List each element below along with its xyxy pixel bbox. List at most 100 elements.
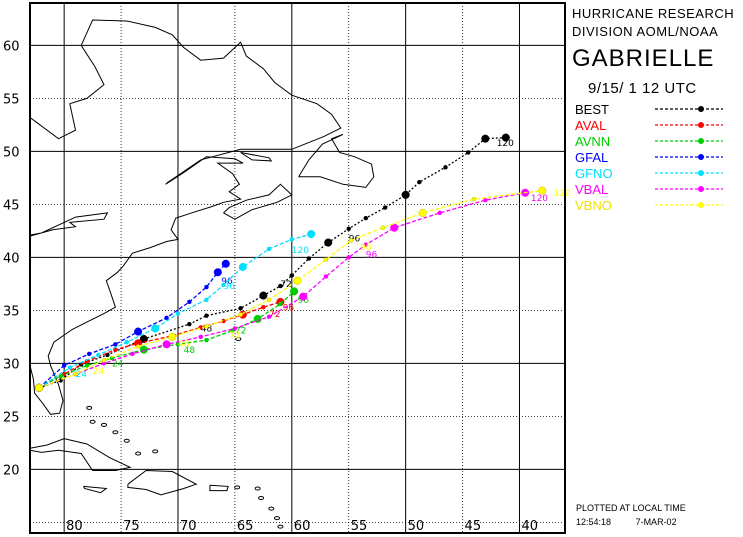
island <box>274 516 281 521</box>
track-line <box>38 233 312 389</box>
track-point <box>232 326 238 331</box>
legend-label: AVNN <box>575 134 611 149</box>
legend-label: GFNO <box>575 166 613 181</box>
forecast-hour-label: 24 <box>112 360 124 370</box>
forecast-hour-label: 72 <box>280 280 291 290</box>
track-point <box>363 215 369 221</box>
legend-swatch <box>655 170 723 176</box>
forecast-hour-label: 120 <box>531 194 548 204</box>
track-point <box>261 304 266 310</box>
legend-entry: GFAL <box>575 150 735 166</box>
legend-entry: VBNO <box>575 198 735 214</box>
track-point <box>290 287 299 296</box>
coastline <box>29 212 109 237</box>
track-point <box>204 284 209 290</box>
island <box>152 449 159 454</box>
legend-entry: AVAL <box>575 118 735 134</box>
track-point <box>293 276 302 285</box>
legend-label: VBAL <box>575 182 609 197</box>
forecast-hour-label: 120 <box>292 246 309 256</box>
legend-entry: AVNN <box>575 134 735 150</box>
track-point <box>213 268 222 277</box>
track-point <box>162 340 171 349</box>
forecast-hour-label: 72 <box>269 310 280 320</box>
forecast-hour-label: 120 <box>554 189 571 199</box>
coastline <box>209 484 229 492</box>
track-line <box>38 192 526 389</box>
track-point <box>348 238 354 243</box>
track-point <box>418 208 427 217</box>
forecast-hour-label: 72 <box>229 331 240 341</box>
track-point <box>253 314 262 323</box>
track-point <box>113 342 118 347</box>
track-point <box>204 324 209 329</box>
coastline <box>240 152 273 162</box>
coastline <box>298 133 375 188</box>
lon-tick-label: 55 <box>351 519 368 534</box>
track-point <box>346 255 351 260</box>
track-point <box>221 282 226 288</box>
legend-swatch <box>655 122 723 128</box>
track-point <box>124 339 130 345</box>
track-point <box>266 246 272 252</box>
track-point <box>259 291 268 300</box>
island <box>100 422 107 427</box>
forecast-hour-label: 48 <box>178 339 190 349</box>
track-point <box>204 337 209 343</box>
track-point <box>134 327 143 336</box>
forecast-hour-label: 96 <box>366 250 378 260</box>
coastline <box>127 469 198 496</box>
track-point <box>323 274 329 279</box>
lat-tick-label: 45 <box>3 198 20 213</box>
track-point <box>443 165 448 170</box>
lat-tick-label: 40 <box>3 251 20 266</box>
track-point <box>84 363 90 368</box>
track-point <box>307 230 316 239</box>
plot-date: 7-MAR-02 <box>635 517 677 527</box>
forecast-hour-label: 24 <box>93 367 105 377</box>
track-point <box>86 351 92 357</box>
lon-tick-label: 65 <box>237 519 254 534</box>
track-point <box>168 332 177 341</box>
track-point <box>139 334 148 344</box>
track-point <box>437 210 443 216</box>
forecast-hour-label: 48 <box>201 325 213 335</box>
lat-tick-label: 60 <box>3 39 20 54</box>
lon-tick-label: 75 <box>123 519 140 534</box>
track-point <box>204 313 209 318</box>
track-point <box>289 237 295 242</box>
legend-label: VBNO <box>575 198 612 213</box>
legend-swatch <box>655 186 723 192</box>
track-point <box>465 150 471 155</box>
island <box>235 337 242 342</box>
axis-tick-labels: 80 75 70 65 60 55 50 45 40 60 55 50 45 40 35 30 25 20 <box>3 39 538 534</box>
lon-tick-label: 40 <box>521 519 538 534</box>
storm-name: GABRIELLE <box>572 45 715 72</box>
island <box>89 419 96 424</box>
coastline <box>29 438 132 471</box>
track-point <box>278 283 283 289</box>
track-point <box>130 351 135 357</box>
track-point <box>187 299 192 305</box>
island <box>254 486 261 491</box>
track-point <box>221 259 230 268</box>
lat-tick-label: 55 <box>3 92 20 107</box>
legend-entry: BEST <box>575 102 735 118</box>
track-point <box>61 363 67 368</box>
legend-entry: GFNO <box>575 166 735 182</box>
forecast-hour-label: 96 <box>283 303 295 313</box>
lat-lon-grid <box>30 3 565 533</box>
track-line <box>38 263 227 389</box>
coastlines <box>29 19 375 529</box>
track-point <box>380 225 386 230</box>
island <box>135 451 142 456</box>
track-point <box>363 242 369 247</box>
track-point <box>538 186 547 195</box>
lat-tick-label: 25 <box>3 410 20 425</box>
track-point <box>323 257 329 262</box>
lon-tick-label: 60 <box>294 519 311 534</box>
track-line <box>38 136 506 389</box>
coastline <box>29 19 342 184</box>
